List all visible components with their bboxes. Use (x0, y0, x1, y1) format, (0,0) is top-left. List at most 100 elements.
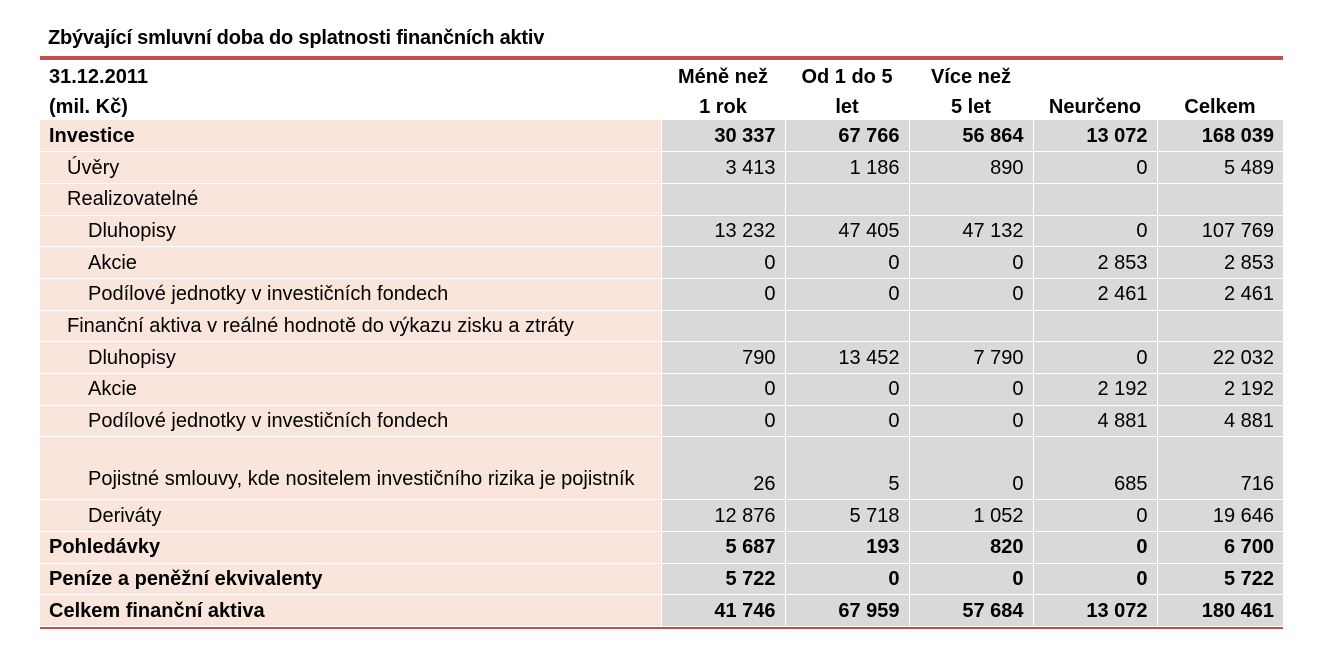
cell-value: 0 (660, 278, 785, 311)
cell-value: 0 (784, 278, 909, 311)
header-col-1-b: 1 rok (661, 90, 785, 120)
cell-value: 0 (908, 246, 1033, 279)
cell-value (660, 183, 785, 216)
header-row-2: (mil. Kč) 1 rok let 5 let Neurčeno Celke… (40, 90, 1283, 120)
header-col-5-b: Celkem (1157, 90, 1283, 120)
cell-value: 1 052 (908, 499, 1033, 533)
cell-value: 0 (784, 405, 909, 438)
cell-value: 2 192 (1032, 373, 1157, 406)
row-label: Investice (40, 120, 661, 153)
cell-value: 13 072 (1032, 594, 1157, 628)
cell-value: 168 039 (1156, 120, 1283, 153)
header-row-1: 31.12.2011 Méně než Od 1 do 5 Více než (40, 60, 1283, 90)
cell-value: 4 881 (1156, 405, 1283, 438)
table-row: Úvěry 3 413 1 186 890 0 5 489 (40, 151, 1283, 184)
cell-value: 5 722 (660, 563, 785, 596)
header-col-3: Více než (909, 60, 1033, 90)
cell-value: 7 790 (908, 341, 1033, 374)
cell-value (784, 310, 909, 343)
cell-value: 0 (1032, 531, 1157, 564)
row-label: Pojistné smlouvy, kde nositelem investič… (40, 436, 661, 501)
cell-value: 6 700 (1156, 531, 1283, 564)
top-rule (40, 56, 1283, 60)
cell-value: 107 769 (1156, 215, 1283, 248)
cell-value: 13 072 (1032, 120, 1157, 153)
table-row: Investice 30 337 67 766 56 864 13 072 16… (40, 120, 1283, 153)
cell-value: 820 (908, 531, 1033, 564)
cell-value (1156, 310, 1283, 343)
table-caption: Zbývající smluvní doba do splatnosti fin… (48, 27, 545, 49)
cell-value: 180 461 (1156, 594, 1283, 628)
cell-value: 0 (784, 246, 909, 279)
row-label: Podílové jednotky v investičních fondech (40, 278, 661, 311)
cell-value: 0 (1032, 341, 1157, 374)
table-row: Finanční aktiva v reálné hodnotě do výka… (40, 310, 1283, 343)
maturity-table: 31.12.2011 Méně než Od 1 do 5 Více než (… (40, 60, 1283, 628)
table-row: Realizovatelné (40, 183, 1283, 216)
row-label: Pohledávky (40, 531, 661, 564)
cell-value: 0 (660, 246, 785, 279)
cell-value: 56 864 (908, 120, 1033, 153)
table-row: Pohledávky 5 687 193 820 0 6 700 (40, 531, 1283, 564)
bottom-rule (40, 627, 1283, 630)
row-label: Deriváty (40, 499, 661, 533)
cell-value: 57 684 (908, 594, 1033, 628)
row-label: Podílové jednotky v investičních fondech (40, 405, 661, 438)
header-col-3-b: 5 let (909, 90, 1033, 120)
cell-value: 5 718 (784, 499, 909, 533)
cell-value: 13 452 (784, 341, 909, 374)
cell-value: 47 405 (784, 215, 909, 248)
cell-value: 5 489 (1156, 151, 1283, 184)
header-col-4 (1033, 60, 1157, 90)
table-row: Deriváty 12 876 5 718 1 052 0 19 646 (40, 499, 1283, 533)
cell-value: 0 (784, 563, 909, 596)
cell-value: 5 (784, 436, 909, 501)
cell-value (1032, 183, 1157, 216)
cell-value: 26 (660, 436, 785, 501)
header-unit: (mil. Kč) (40, 90, 661, 120)
table-row: Dluhopisy 13 232 47 405 47 132 0 107 769 (40, 215, 1283, 248)
cell-value: 2 461 (1032, 278, 1157, 311)
cell-value: 47 132 (908, 215, 1033, 248)
cell-value: 41 746 (660, 594, 785, 628)
cell-value: 67 959 (784, 594, 909, 628)
maturity-table-wrapper: 31.12.2011 Méně než Od 1 do 5 Více než (… (40, 56, 1283, 630)
header-col-5 (1157, 60, 1283, 90)
cell-value: 12 876 (660, 499, 785, 533)
cell-value: 685 (1032, 436, 1157, 501)
cell-value: 2 192 (1156, 373, 1283, 406)
cell-value: 193 (784, 531, 909, 564)
row-label: Akcie (40, 246, 661, 279)
table-row: Akcie 0 0 0 2 853 2 853 (40, 246, 1283, 279)
cell-value: 0 (1032, 151, 1157, 184)
cell-value: 0 (784, 373, 909, 406)
row-label: Finanční aktiva v reálné hodnotě do výka… (40, 310, 661, 343)
row-label: Dluhopisy (40, 341, 661, 374)
cell-value: 716 (1156, 436, 1283, 501)
header-col-2-b: let (785, 90, 909, 120)
cell-value: 5 722 (1156, 563, 1283, 596)
cell-value (784, 183, 909, 216)
cell-value (1032, 310, 1157, 343)
row-label: Realizovatelné (40, 183, 661, 216)
cell-value (908, 310, 1033, 343)
row-label: Úvěry (40, 151, 661, 184)
cell-value (1156, 183, 1283, 216)
total-row: Celkem finanční aktiva 41 746 67 959 57 … (40, 594, 1283, 628)
table-row: Dluhopisy 790 13 452 7 790 0 22 032 (40, 341, 1283, 374)
cell-value (908, 183, 1033, 216)
header-col-1: Méně než (661, 60, 785, 90)
cell-value: 1 186 (784, 151, 909, 184)
cell-value: 0 (908, 373, 1033, 406)
header-date: 31.12.2011 (40, 60, 661, 90)
row-label: Dluhopisy (40, 215, 661, 248)
cell-value: 2 853 (1032, 246, 1157, 279)
cell-value: 19 646 (1156, 499, 1283, 533)
row-label: Akcie (40, 373, 661, 406)
cell-value: 0 (660, 405, 785, 438)
table-row: Podílové jednotky v investičních fondech… (40, 405, 1283, 438)
cell-value: 13 232 (660, 215, 785, 248)
table-row: Podílové jednotky v investičních fondech… (40, 278, 1283, 311)
table-row: Pojistné smlouvy, kde nositelem investič… (40, 436, 1283, 501)
cell-value: 0 (1032, 563, 1157, 596)
